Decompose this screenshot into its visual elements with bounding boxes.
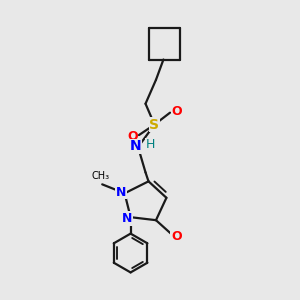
Text: N: N [116,186,126,199]
Text: O: O [171,230,181,242]
Text: H: H [146,138,155,151]
Text: O: O [127,130,138,143]
Text: N: N [130,140,142,153]
Text: CH₃: CH₃ [92,171,110,181]
Text: S: S [149,118,160,132]
Text: N: N [122,212,132,225]
Text: O: O [171,105,182,118]
